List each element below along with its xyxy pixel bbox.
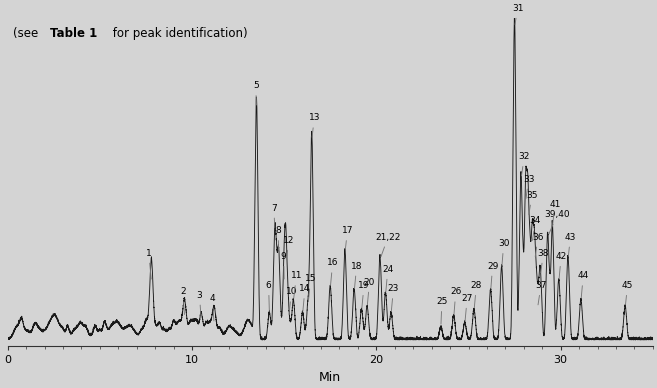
Text: 26: 26: [450, 287, 461, 315]
Text: Table 1: Table 1: [49, 28, 97, 40]
Text: 12: 12: [283, 236, 294, 260]
Text: 15: 15: [305, 274, 316, 301]
Text: 5: 5: [253, 81, 259, 105]
Text: 19: 19: [358, 281, 370, 308]
Text: 33: 33: [523, 175, 534, 199]
Text: 4: 4: [210, 294, 215, 321]
Text: 14: 14: [300, 284, 311, 311]
Text: 28: 28: [470, 281, 482, 308]
Text: 13: 13: [309, 113, 320, 137]
Text: 8: 8: [275, 226, 281, 250]
Text: 24: 24: [382, 265, 394, 292]
Text: 39,40: 39,40: [545, 210, 570, 234]
Text: (see: (see: [13, 28, 42, 40]
Text: 45: 45: [622, 281, 633, 305]
Text: 31: 31: [512, 4, 524, 24]
Text: 30: 30: [498, 239, 509, 266]
Text: 18: 18: [351, 262, 363, 289]
Text: 43: 43: [565, 232, 576, 256]
Text: 34: 34: [530, 217, 541, 241]
Text: 32: 32: [518, 152, 530, 176]
Text: 11: 11: [290, 271, 302, 298]
Text: 23: 23: [388, 284, 399, 311]
Text: 25: 25: [436, 297, 447, 324]
Text: 9: 9: [281, 252, 286, 279]
Text: 1: 1: [146, 249, 152, 279]
Text: 36: 36: [532, 232, 544, 256]
Text: 35: 35: [526, 191, 537, 215]
Text: 27: 27: [461, 294, 473, 321]
Text: 17: 17: [342, 226, 353, 250]
Text: 3: 3: [196, 291, 202, 318]
Text: 42: 42: [556, 252, 567, 279]
Text: 21,22: 21,22: [375, 232, 401, 256]
Text: for peak identification): for peak identification): [110, 28, 248, 40]
Text: 7: 7: [271, 204, 277, 227]
Text: 38: 38: [537, 249, 549, 273]
Text: 6: 6: [265, 281, 271, 311]
X-axis label: Min: Min: [319, 371, 342, 384]
Text: 16: 16: [327, 258, 338, 286]
Text: 29: 29: [487, 262, 498, 289]
Text: 2: 2: [180, 287, 186, 315]
Text: 44: 44: [578, 271, 589, 298]
Text: 37: 37: [535, 281, 547, 305]
Text: 41: 41: [549, 200, 560, 224]
Text: 10: 10: [286, 287, 297, 315]
Text: 20: 20: [364, 278, 375, 305]
